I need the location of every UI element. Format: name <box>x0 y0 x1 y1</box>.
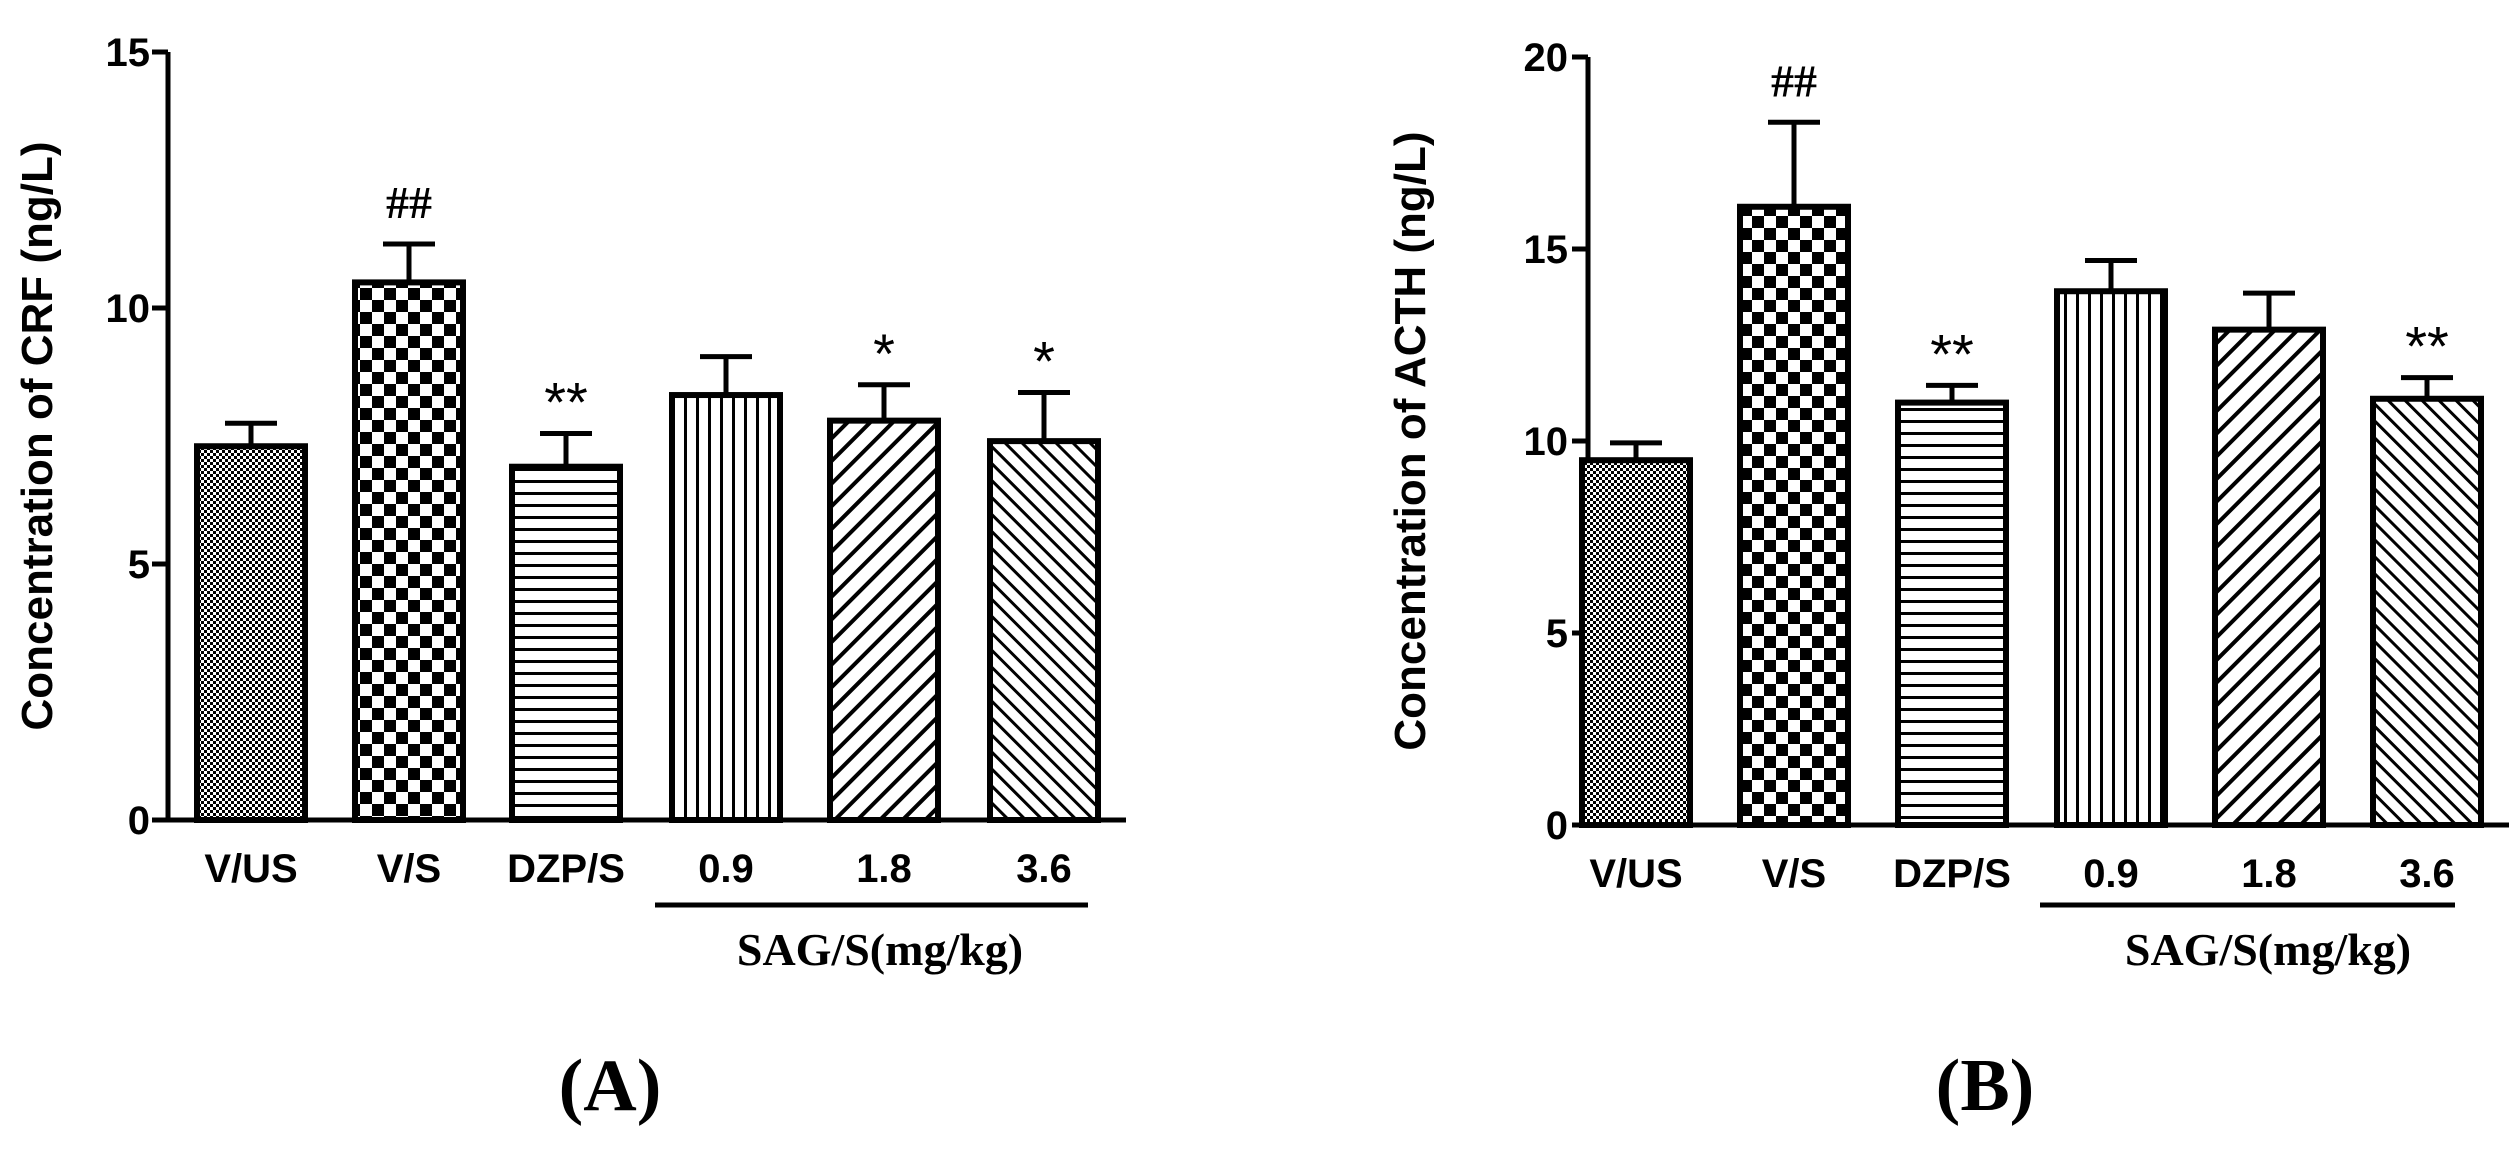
significance-marker: * <box>873 322 895 385</box>
bar <box>1737 203 1851 828</box>
category-label: 0.9 <box>698 847 754 891</box>
y-tick-label: 20 <box>1524 36 1569 80</box>
significance-marker: ** <box>1930 322 1974 385</box>
category-label: 1.8 <box>856 847 912 891</box>
category-label: DZP/S <box>1893 852 2011 896</box>
bar <box>827 417 941 823</box>
category-label: DZP/S <box>507 847 625 891</box>
chart-panel-b: Concentration of ACTH (ng/L) (B) SAG/S(m… <box>1386 36 2509 1127</box>
panel-label: (A) <box>559 1045 662 1127</box>
y-tick-label: 5 <box>1546 612 1568 656</box>
category-label: 1.8 <box>2241 852 2297 896</box>
category-label: V/S <box>1762 852 1826 896</box>
bar <box>1579 457 1693 828</box>
category-label: V/US <box>1589 852 1682 896</box>
y-tick-label: 15 <box>106 31 151 75</box>
significance-marker: * <box>1033 329 1055 392</box>
panel-label: (B) <box>1936 1045 2035 1127</box>
significance-marker: ## <box>1771 55 1817 106</box>
bar <box>2212 326 2326 828</box>
category-label: V/US <box>204 847 297 891</box>
bar <box>1895 399 2009 828</box>
bar <box>987 438 1101 823</box>
bar <box>509 463 623 823</box>
category-label: V/S <box>377 847 441 891</box>
significance-marker: ** <box>2405 315 2449 378</box>
bar <box>669 392 783 823</box>
y-tick-label: 0 <box>1546 804 1568 848</box>
bar <box>2370 395 2484 828</box>
y-tick-label: 5 <box>128 543 150 587</box>
bar <box>194 443 308 823</box>
y-tick-label: 0 <box>128 799 150 843</box>
significance-marker: ** <box>544 370 588 433</box>
category-label: 0.9 <box>2083 852 2139 896</box>
bar <box>2054 288 2168 828</box>
y-tick-label: 15 <box>1524 228 1569 272</box>
y-axis-title: Concentration of CRF (ng/L) <box>13 141 62 730</box>
group-label: SAG/S(mg/kg) <box>2125 924 2411 975</box>
y-tick-label: 10 <box>106 287 151 331</box>
chart-panel-a: Concentration of CRF (ng/L) (A) SAG/S(mg… <box>13 31 1126 1127</box>
category-label: 3.6 <box>2399 852 2455 896</box>
group-label: SAG/S(mg/kg) <box>737 924 1023 975</box>
y-axis-title: Concentration of ACTH (ng/L) <box>1386 131 1435 750</box>
category-label: 3.6 <box>1016 847 1072 891</box>
bar <box>352 279 466 823</box>
significance-marker: ## <box>386 177 432 228</box>
y-tick-label: 10 <box>1524 420 1569 464</box>
